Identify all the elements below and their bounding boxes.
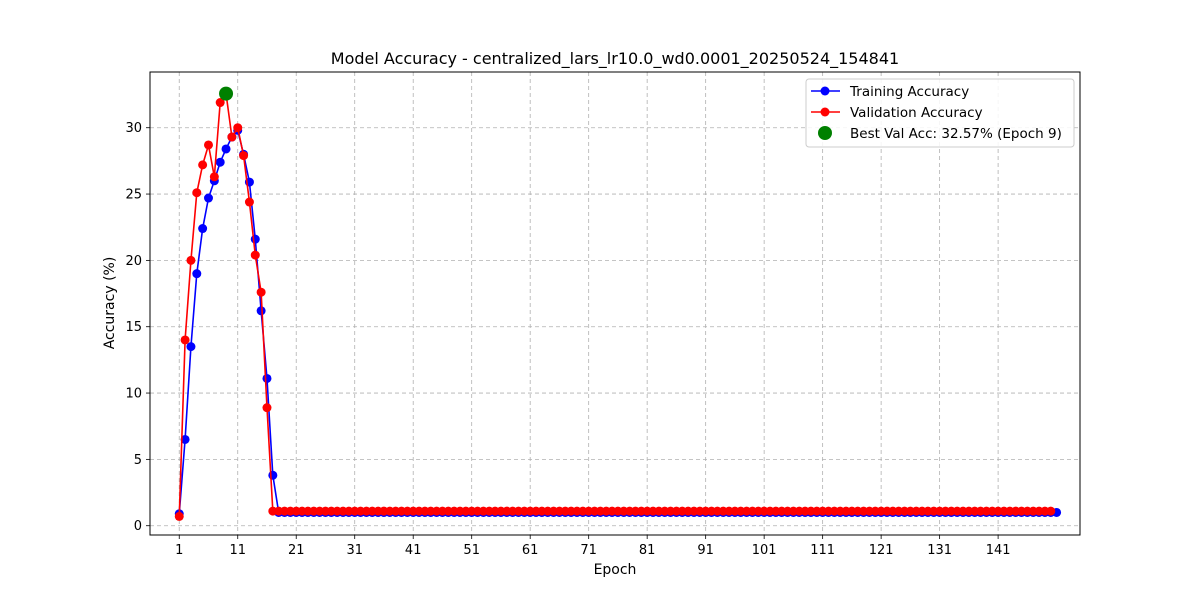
- x-tick-label: 21: [288, 543, 305, 558]
- plot-frame: [149, 71, 1081, 536]
- data-point: [262, 403, 272, 413]
- y-tick-label: 30: [125, 121, 142, 136]
- x-tick-label: 131: [927, 543, 952, 558]
- legend-train-label: Training Accuracy: [849, 84, 969, 100]
- legend-train-marker: [820, 86, 830, 96]
- x-tick-label: 81: [639, 543, 656, 558]
- data-point: [250, 250, 260, 260]
- legend: Training Accuracy Validation Accuracy Be…: [805, 78, 1075, 148]
- legend-val-label: Validation Accuracy: [850, 105, 983, 121]
- legend-val-marker: [820, 107, 830, 117]
- data-point: [227, 132, 237, 142]
- x-axis-ticks: 1 11 21 31 41 51 61 71 81 91 101 111 121 131 141: [175, 535, 1011, 558]
- data-point: [174, 511, 184, 521]
- legend-box: [805, 78, 1075, 148]
- x-tick-label: 111: [810, 543, 835, 558]
- y-tick-label: 20: [125, 254, 142, 269]
- y-tick-label: 10: [125, 387, 142, 402]
- y-tick-label: 0: [134, 519, 142, 534]
- best-val-marker: [219, 86, 234, 101]
- series-layer: [174, 86, 1062, 521]
- legend-best-marker: [818, 126, 832, 140]
- data-point: [203, 193, 213, 203]
- data-point: [192, 269, 202, 279]
- x-tick-label: 11: [229, 543, 246, 558]
- data-point: [1046, 506, 1056, 516]
- x-tick-label: 121: [869, 543, 894, 558]
- data-point: [180, 434, 190, 444]
- series-validation: [174, 89, 1056, 521]
- data-point: [268, 470, 278, 480]
- x-tick-label: 71: [580, 543, 597, 558]
- x-tick-label: 31: [346, 543, 363, 558]
- data-point: [262, 373, 272, 383]
- grid-lines: [150, 72, 1080, 535]
- data-point: [233, 123, 243, 133]
- data-point: [215, 98, 225, 108]
- x-tick-label: 91: [697, 543, 714, 558]
- data-point: [215, 157, 225, 167]
- data-point: [192, 188, 202, 198]
- x-tick-label: 141: [986, 543, 1011, 558]
- data-point: [198, 160, 208, 170]
- x-tick-label: 101: [752, 543, 777, 558]
- data-point: [198, 224, 208, 234]
- data-point: [180, 335, 190, 345]
- data-point: [250, 234, 260, 244]
- y-tick-label: 25: [125, 188, 142, 203]
- data-point: [221, 144, 231, 154]
- data-point: [186, 255, 196, 265]
- data-point: [256, 306, 266, 316]
- data-point: [209, 172, 219, 182]
- x-axis-label: Epoch: [594, 562, 637, 578]
- y-tick-label: 5: [134, 453, 142, 468]
- y-axis-label: Accuracy (%): [102, 257, 118, 350]
- legend-best-label: Best Val Acc: 32.57% (Epoch 9): [850, 126, 1062, 142]
- data-point: [186, 342, 196, 352]
- data-point: [244, 197, 254, 207]
- chart-title: Model Accuracy - centralized_lars_lr10.0…: [331, 49, 899, 69]
- x-tick-label: 41: [405, 543, 422, 558]
- y-tick-label: 15: [125, 320, 142, 335]
- data-point: [256, 287, 266, 297]
- y-axis-ticks: 0 5 10 15 20 25 30: [125, 121, 150, 534]
- x-tick-label: 1: [175, 543, 183, 558]
- data-point: [239, 151, 249, 161]
- data-point: [203, 140, 213, 150]
- x-tick-label: 51: [463, 543, 480, 558]
- x-tick-label: 61: [522, 543, 539, 558]
